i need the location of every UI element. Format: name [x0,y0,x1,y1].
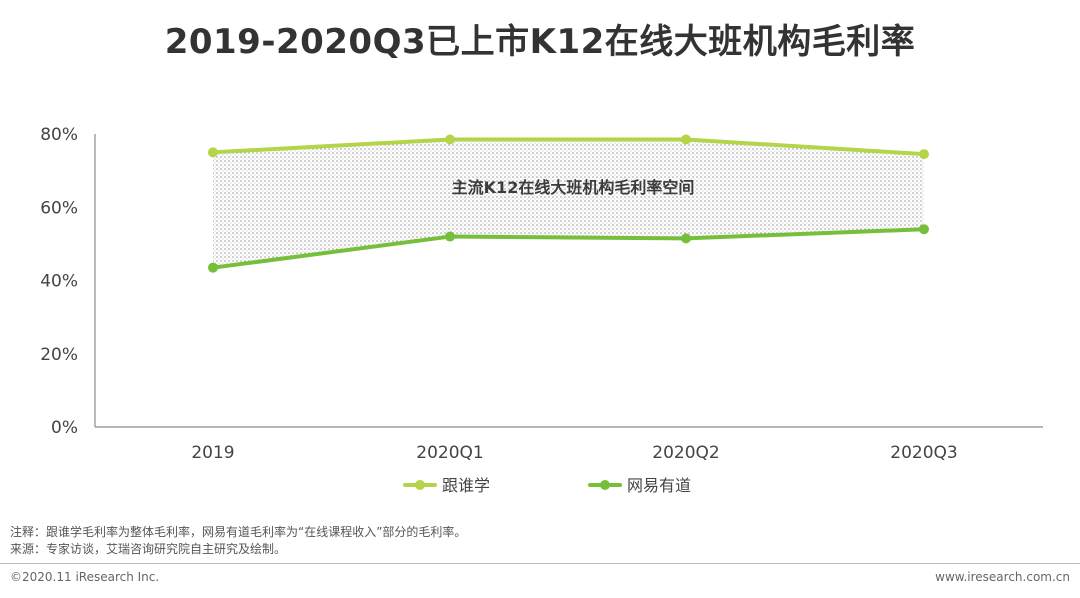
y-tick-label: 80% [40,125,78,145]
y-tick-label: 60% [40,198,78,218]
data-point [919,149,929,160]
band-label: 主流K12在线大班机构毛利率空间 [452,178,695,197]
footer-divider [0,563,1080,564]
y-tick-label: 20% [40,345,78,365]
legend-label: 网易有道 [627,476,691,495]
margin-range-band [213,139,924,268]
data-point [445,134,455,145]
data-point [681,233,691,244]
legend-marker [415,480,425,490]
y-tick-label: 0% [51,418,78,438]
data-point [445,231,455,242]
x-tick-label: 2020Q2 [652,443,719,463]
website-url: www.iresearch.com.cn [935,570,1070,584]
source-text: 来源：专家访谈，艾瑞咨询研究院自主研究及绘制。 [10,542,287,556]
line-chart: 0% 20% 40% 60% 80% 2019 2020Q1 2020Q2 2020Q3 主流K… [40,125,1043,495]
series-line-0 [211,137,926,157]
x-tick-label: 2019 [191,443,234,463]
chart-notes: 注释：跟谁学毛利率为整体毛利率，网易有道毛利率为“在线课程收入”部分的毛利率。 … [10,524,466,558]
data-point [681,134,691,145]
copyright: ©2020.11 iResearch Inc. [10,570,160,584]
y-tick-label: 40% [40,272,78,292]
legend-label: 跟谁学 [442,476,490,495]
series-line-1 [211,227,926,270]
x-tick-label: 2020Q3 [890,443,957,463]
legend-marker [600,480,610,490]
note-text: 注释：跟谁学毛利率为整体毛利率，网易有道毛利率为“在线课程收入”部分的毛利率。 [10,525,467,539]
data-point [919,224,929,235]
data-point [208,262,218,273]
chart-title: 2019-2020Q3已上市K12在线大班机构毛利率 [164,22,916,62]
data-point [208,147,218,158]
x-tick-label: 2020Q1 [416,443,483,463]
